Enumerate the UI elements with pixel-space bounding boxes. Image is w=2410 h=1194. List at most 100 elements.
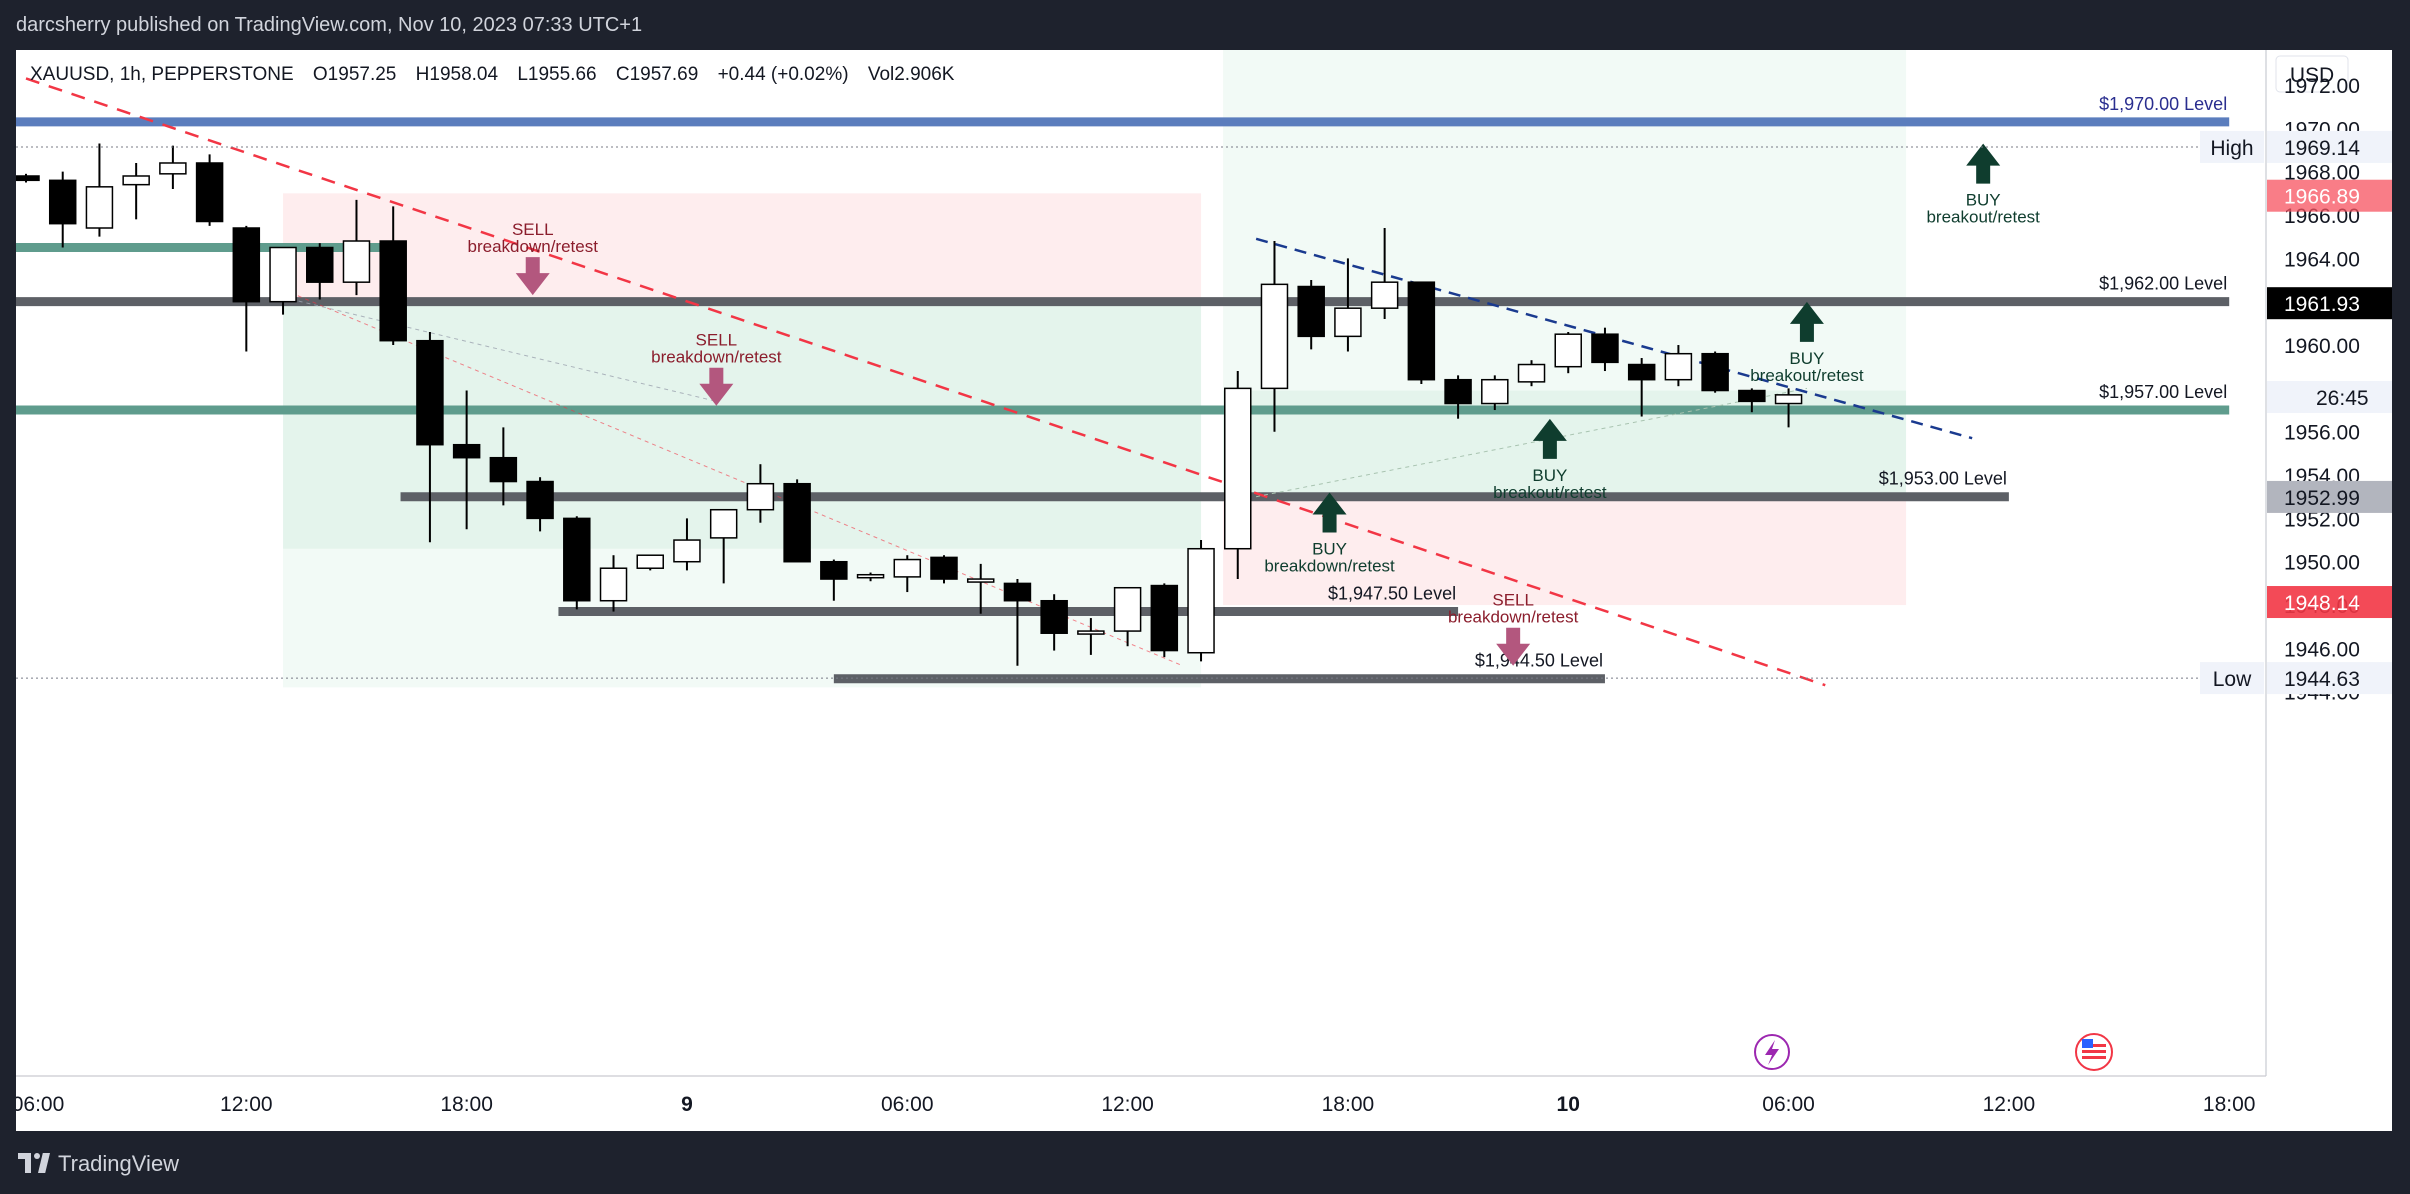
legend-change: +0.44 (+0.02%) [718,64,849,85]
legend-symbol: XAUUSD, 1h, PEPPERSTONE [30,64,294,85]
candle-38 [1407,281,1436,381]
projection-line-2 [1256,387,1808,498]
price-tag-bg-4 [2267,586,2392,619]
candle-25 [930,556,958,580]
low-value-bg [2267,662,2392,695]
sell-label-0: SELL [512,220,554,239]
x-tick-7: 10 [1557,1093,1580,1116]
candle-35 [1297,285,1325,338]
candle-34 [1260,283,1289,390]
candle-21 [783,482,811,563]
candle-24 [893,558,922,578]
buy-label-5: BUY [1789,349,1824,368]
tradingview-logo[interactable]: TradingView [18,1151,179,1177]
currency-label: USD [2290,64,2334,87]
us-economic-event-icon[interactable] [2075,1033,2113,1071]
trend-line-main [25,77,1826,687]
candle-4 [159,162,187,175]
x-tick-9: 12:00 [1983,1093,2036,1116]
price-tag-0: 1966.89 [2284,186,2360,209]
price-tag-4: 1948.14 [2284,592,2360,615]
candle-8 [306,246,334,283]
level-label-2: $1,962.00 Level [2099,274,2227,294]
buy-label-4: BUY [1532,466,1567,485]
candle-9 [342,240,371,283]
buy-label-6: BUY [1966,191,2001,210]
candle-27 [1003,582,1032,602]
symbol-legend: XAUUSD, 1h, PEPPERSTONE O1957.25 H1958.0… [30,64,955,85]
candle-32 [1187,547,1215,654]
sell-arrow-icon-1 [699,367,734,406]
y-tick-4: 1964.00 [2284,248,2360,271]
tradingview-mark-icon [18,1153,52,1173]
y-tick-8: 1956.00 [2284,422,2360,445]
footer-bar: TradingView [0,1131,2410,1194]
sell-sublabel-0: breakdown/retest [468,237,599,256]
candle-15 [563,517,591,602]
x-tick-3: 9 [681,1093,693,1116]
level-label-0: $1,970.00 Level [2099,94,2227,114]
price-tag-bg-3 [2267,480,2392,513]
candle-44 [1627,363,1656,381]
x-tick-10: 18:00 [2203,1093,2256,1116]
x-tick-6: 18:00 [1322,1093,1375,1116]
chart-frame: $1,970.00 Level $1,962.00 Level $1,957.00 … [11,30,2392,1131]
candle-19 [709,508,738,539]
currency-button[interactable] [2275,55,2349,93]
candle-28 [1040,599,1068,634]
zones-layer [283,30,1907,688]
buy-arrow-icon-6 [1966,143,2001,184]
price-tags: 1969.14 1944.63 1966.89 1961.93 26:45 1952.99… [2267,130,2392,695]
sell-arrow-icon-2 [1496,627,1531,666]
candle-43 [1591,333,1619,364]
y-tick-6: 1960.00 [2284,335,2360,358]
levels-layer: $1,970.00 Level $1,962.00 Level $1,957.00 … [11,94,2230,684]
high-label: High [2210,137,2253,160]
dividend-event-icon[interactable] [1754,1034,1790,1070]
high-value: 1969.14 [2284,137,2360,160]
buy-sublabel-5: breakout/retest [1750,366,1864,385]
price-tag-2: 26:45 [2316,387,2369,410]
candle-37 [1370,281,1399,309]
chart-canvas[interactable]: $1,970.00 Level $1,962.00 Level $1,957.00 … [11,30,2392,1131]
high-label-bg [2200,130,2264,163]
candle-13 [489,456,518,483]
candle-7 [269,246,297,303]
candle-20 [746,482,775,511]
candle-17 [636,554,664,569]
x-tick-4: 06:00 [881,1093,934,1116]
price-tag-bg-1 [2267,287,2392,320]
x-tick-8: 06:00 [1762,1093,1815,1116]
y-tick-2: 1968.00 [2284,162,2360,185]
high-low-layer: High Low [16,130,2266,695]
y-tick-11: 1950.00 [2284,552,2360,575]
x-tick-2: 18:00 [440,1093,493,1116]
legend-high: H1958.04 [416,64,499,85]
candle-6 [232,227,261,303]
level-label-5: $1,947.50 Level [1328,584,1456,604]
candle-2 [85,186,114,229]
legend-low: L1955.66 [517,64,596,85]
candle-40 [1481,378,1509,405]
candles-layer [12,143,1803,666]
buy-sublabel-4: breakout/retest [1493,483,1607,502]
published-line: darcsherry published on TradingView.com,… [16,14,643,36]
y-tick-0: 1972.00 [2284,75,2360,98]
low-value: 1944.63 [2284,668,2360,691]
price-tag-bg-0 [2267,179,2392,212]
candle-39 [1444,378,1472,405]
y-tick-13: 1946.00 [2284,638,2360,661]
sell-sublabel-2: breakdown/retest [1448,608,1579,627]
sell-arrow-icon-0 [515,257,550,296]
candle-30 [1113,586,1142,632]
buy-label-3: BUY [1312,540,1347,559]
zone-0 [283,193,1202,302]
sell-label-2: SELL [1492,591,1534,610]
legend-open: O1957.25 [313,64,396,85]
y-tick-10: 1952.00 [2284,508,2360,531]
level-label-3: $1,957.00 Level [2099,382,2227,402]
candle-29 [1077,630,1105,635]
time-scale[interactable] [16,1076,2392,1131]
level-label-6: $1,944.50 Level [1475,651,1603,671]
candle-42 [1554,333,1582,368]
